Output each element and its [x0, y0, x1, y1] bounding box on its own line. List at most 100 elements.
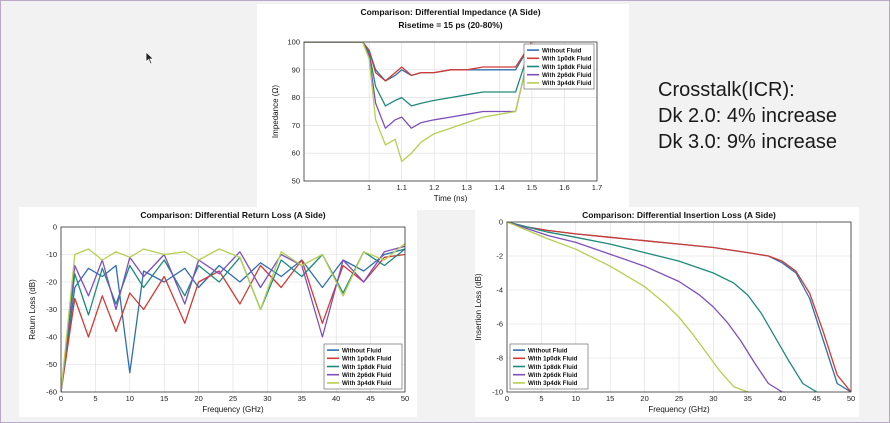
- return-loss-chart: Comparison: Differential Return Loss (A …: [28, 210, 409, 414]
- x-tick-label: 45: [366, 394, 374, 403]
- x-tick-label: 15: [606, 394, 614, 403]
- y-tick-label: 0: [499, 218, 503, 227]
- legend-label-4: With 2p6dk Fluid: [542, 72, 592, 79]
- legend-label-3: With 1p8dk Fluid: [342, 364, 392, 371]
- y-axis-label: Return Loss (dB): [28, 279, 37, 340]
- x-tick-label: 5: [539, 394, 543, 403]
- x-tick-label: 1.5: [527, 183, 537, 192]
- series-line-2: [507, 222, 851, 392]
- x-tick-label: 35: [298, 394, 306, 403]
- chart-title: Comparison: Differential Impedance (A Si…: [360, 7, 540, 17]
- y-tick-label: 90: [292, 65, 300, 74]
- x-tick-label: 25: [675, 394, 683, 403]
- x-axis-label: Frequency (GHz): [648, 405, 710, 414]
- x-tick-label: 10: [572, 394, 580, 403]
- y-tick-label: -50: [46, 360, 57, 369]
- x-tick-label: 1.6: [559, 183, 569, 192]
- series-line-5: [304, 42, 536, 163]
- y-tick-label: -10: [46, 250, 57, 259]
- legend-label-1: Without Fluid: [342, 347, 382, 354]
- y-tick-label: 0: [53, 223, 57, 232]
- insertion-loss-chart-panel: Comparison: Differential Insertion Loss …: [475, 207, 859, 417]
- x-tick-label: 20: [194, 394, 202, 403]
- chart-subtitle: Risetime = 15 ps (20-80%): [398, 20, 502, 30]
- series-line-5: [61, 242, 405, 392]
- y-tick-label: 70: [292, 121, 300, 130]
- insertion-loss-chart: Comparison: Differential Insertion Loss …: [475, 210, 855, 414]
- x-tick-label: 35: [744, 394, 752, 403]
- x-tick-label: 25: [229, 394, 237, 403]
- y-tick-label: -10: [492, 388, 503, 397]
- x-axis-label: Time (ns): [434, 194, 468, 203]
- x-tick-label: 50: [401, 394, 409, 403]
- y-tick-label: -30: [46, 305, 57, 314]
- x-tick-label: 10: [126, 394, 134, 403]
- chart-title: Comparison: Differential Return Loss (A …: [140, 210, 325, 220]
- legend-label-2: With 1p0dk Fluid: [542, 56, 592, 63]
- x-tick-label: 30: [263, 394, 271, 403]
- x-tick-label: 1.7: [592, 183, 602, 192]
- x-tick-label: 15: [160, 394, 168, 403]
- y-axis-label: Insertion Loss (dB): [475, 273, 483, 340]
- y-axis-label: Impedance (Ω): [271, 85, 280, 138]
- x-tick-label: 0: [505, 394, 509, 403]
- legend-label-5: With 3p4dk Fluid: [542, 80, 592, 87]
- series-line-2: [304, 42, 536, 82]
- legend-label-5: With 3p4dk Fluid: [342, 380, 392, 387]
- x-tick-label: 5: [93, 394, 97, 403]
- legend-label-5: With 3p4dk Fluid: [528, 380, 578, 387]
- x-tick-label: 1.4: [494, 183, 504, 192]
- crosstalk-line-dk2: Dk 2.0: 4% increase: [658, 105, 837, 127]
- x-tick-label: 1.1: [396, 183, 406, 192]
- plot-frame: [60, 226, 406, 393]
- crosstalk-summary: Crosstalk(ICR): Dk 2.0: 4% increase Dk 3…: [658, 77, 837, 155]
- legend-label-3: With 1p8dk Fluid: [528, 364, 578, 371]
- series-line-4: [61, 245, 405, 392]
- y-tick-label: -4: [496, 286, 503, 295]
- impedance-chart-panel: Comparison: Differential Impedance (A Si…: [257, 4, 629, 210]
- y-tick-label: 100: [287, 38, 300, 47]
- plot-frame: [303, 41, 598, 182]
- y-tick-label: 50: [292, 177, 300, 186]
- series-line-3: [61, 248, 405, 392]
- series-line-3: [507, 222, 817, 392]
- legend-label-4: With 2p6dk Fluid: [342, 372, 392, 379]
- mouse-cursor-icon: [145, 51, 155, 65]
- legend-label-4: With 2p6dk Fluid: [528, 372, 578, 379]
- x-tick-label: 50: [847, 394, 855, 403]
- x-tick-label: 1: [367, 183, 371, 192]
- y-tick-label: 80: [292, 93, 300, 102]
- crosstalk-heading: Crosstalk(ICR):: [658, 79, 795, 101]
- x-tick-label: 1.3: [462, 183, 472, 192]
- x-tick-label: 0: [59, 394, 63, 403]
- y-tick-label: -6: [496, 320, 503, 329]
- legend-label-3: With 1p8dk Fluid: [542, 64, 592, 71]
- x-axis-label: Frequency (GHz): [202, 405, 264, 414]
- x-tick-label: 40: [332, 394, 340, 403]
- chart-title: Comparison: Differential Insertion Loss …: [582, 210, 776, 220]
- x-tick-label: 20: [640, 394, 648, 403]
- series-line-5: [507, 222, 749, 392]
- x-tick-label: 30: [709, 394, 717, 403]
- legend-label-1: Without Fluid: [528, 347, 568, 354]
- legend-label-1: Without Fluid: [542, 47, 582, 54]
- legend-label-2: With 1p0dk Fluid: [528, 356, 578, 363]
- series-line-4: [507, 222, 783, 392]
- series-line-3: [304, 42, 536, 107]
- plot-frame: [506, 221, 852, 393]
- return-loss-chart-panel: Comparison: Differential Return Loss (A …: [19, 207, 417, 417]
- impedance-chart: Comparison: Differential Impedance (A Si…: [271, 7, 602, 203]
- y-tick-label: -2: [496, 252, 503, 261]
- legend-label-2: With 1p0dk Fluid: [342, 356, 392, 363]
- x-tick-label: 40: [778, 394, 786, 403]
- crosstalk-line-dk3: Dk 3.0: 9% increase: [658, 131, 837, 153]
- x-tick-label: 1.2: [429, 183, 439, 192]
- y-tick-label: -60: [46, 388, 57, 397]
- y-tick-label: -20: [46, 278, 57, 287]
- y-tick-label: -8: [496, 354, 503, 363]
- x-tick-label: 45: [812, 394, 820, 403]
